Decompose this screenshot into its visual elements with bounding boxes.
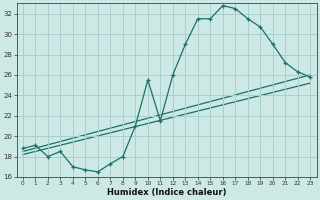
X-axis label: Humidex (Indice chaleur): Humidex (Indice chaleur) <box>107 188 226 197</box>
